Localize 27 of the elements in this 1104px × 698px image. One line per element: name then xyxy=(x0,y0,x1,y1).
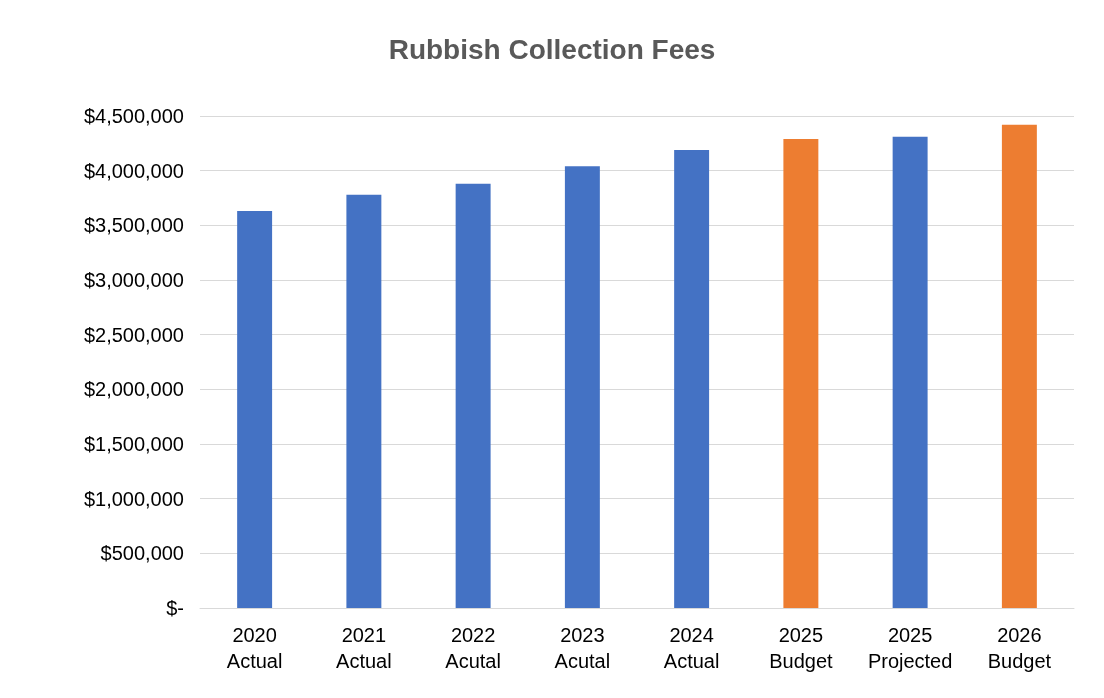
y-tick-label: $4,000,000 xyxy=(83,159,184,182)
bar xyxy=(892,136,928,608)
bar xyxy=(346,194,382,608)
y-tick-label: $4,500,000 xyxy=(83,105,184,127)
y-tick-label: $3,500,000 xyxy=(83,214,184,237)
y-tick-label: $2,000,000 xyxy=(83,378,184,401)
y-tick-label: $1,500,000 xyxy=(83,433,184,455)
y-tick-label: $2,500,000 xyxy=(83,323,184,346)
bar xyxy=(237,211,273,608)
x-tick-label: 2026 Budget xyxy=(987,624,1052,672)
bar xyxy=(564,166,600,608)
x-tick-label: 2025 Projected xyxy=(867,624,953,672)
x-tick-label: 2023 Acutal xyxy=(554,624,611,672)
bar xyxy=(674,149,710,608)
x-tick-label: 2025 Budget xyxy=(769,624,834,672)
x-tick-label: 2024 Actual xyxy=(663,624,720,672)
bar xyxy=(455,183,491,608)
bar xyxy=(783,138,819,608)
x-tick-label: 2021 Actual xyxy=(336,624,392,672)
bar xyxy=(1001,124,1037,608)
y-tick-label: $- xyxy=(166,597,184,619)
x-tick-label: 2022 Acutal xyxy=(445,624,501,672)
y-tick-label: $3,000,000 xyxy=(83,269,184,291)
y-tick-label: $1,000,000 xyxy=(83,487,184,510)
chart-title: Rubbish Collection Fees xyxy=(388,33,716,65)
y-tick-label: $500,000 xyxy=(100,542,184,565)
x-tick-label: 2020 Actual xyxy=(226,624,283,672)
